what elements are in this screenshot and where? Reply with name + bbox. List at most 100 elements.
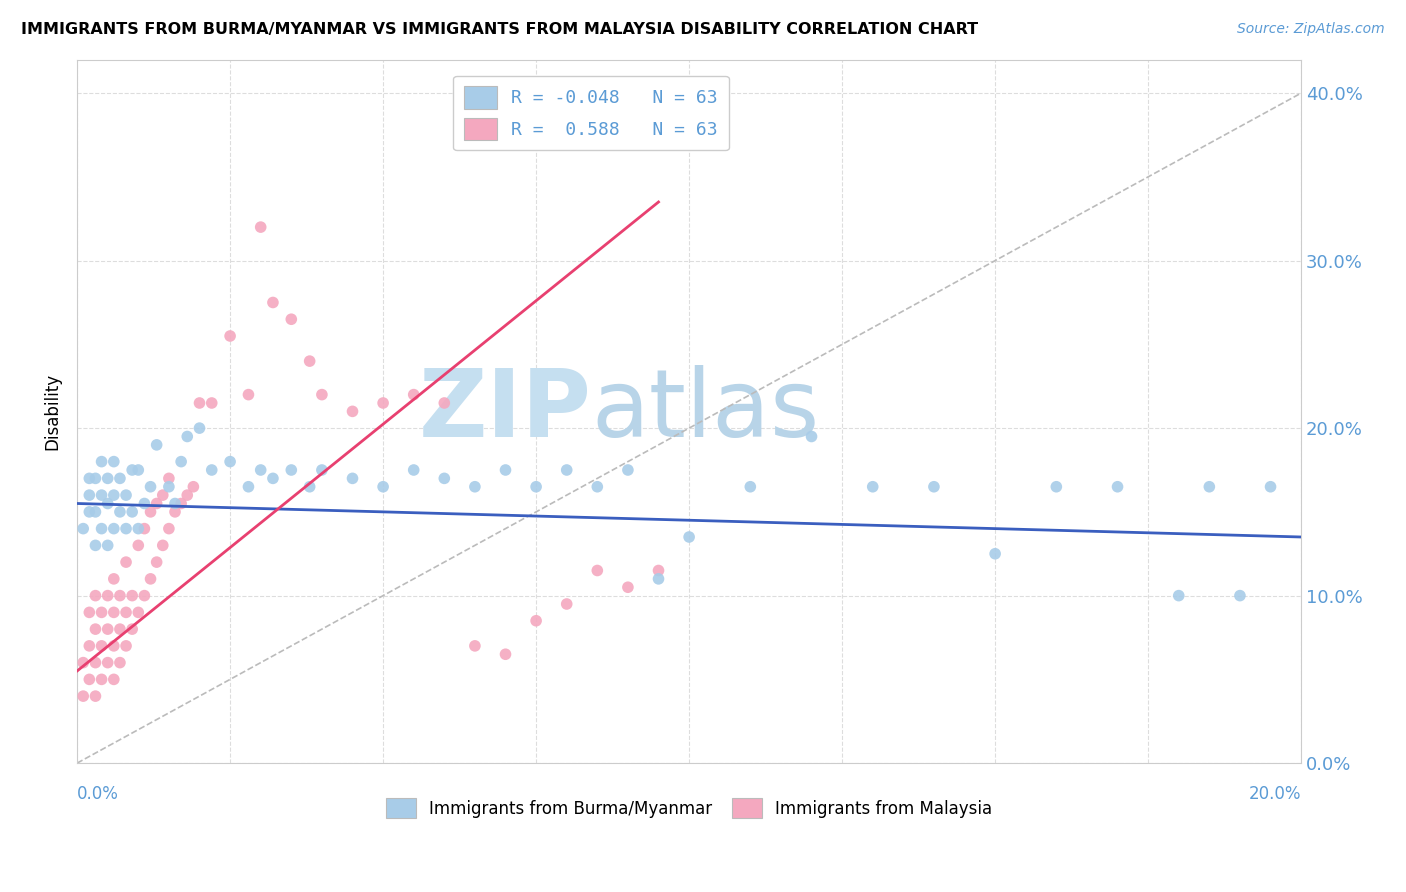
- Point: [298, 354, 321, 368]
- Point: [495, 647, 517, 661]
- Point: [90, 455, 112, 469]
- Point: [108, 656, 131, 670]
- Point: [984, 547, 1007, 561]
- Point: [115, 606, 138, 620]
- Point: [157, 522, 180, 536]
- Point: [79, 606, 101, 620]
- Point: [152, 488, 174, 502]
- Point: [157, 471, 180, 485]
- Point: [280, 312, 302, 326]
- Point: [238, 387, 260, 401]
- Text: 0.0%: 0.0%: [77, 786, 120, 804]
- Point: [90, 673, 112, 687]
- Point: [97, 589, 120, 603]
- Point: [152, 538, 174, 552]
- Point: [72, 656, 94, 670]
- Point: [103, 673, 125, 687]
- Point: [115, 639, 138, 653]
- Point: [90, 488, 112, 502]
- Point: [84, 656, 107, 670]
- Point: [647, 572, 669, 586]
- Point: [524, 614, 547, 628]
- Text: ZIP: ZIP: [419, 366, 591, 458]
- Legend: Immigrants from Burma/Myanmar, Immigrants from Malaysia: Immigrants from Burma/Myanmar, Immigrant…: [380, 791, 1000, 825]
- Point: [108, 471, 131, 485]
- Point: [127, 463, 149, 477]
- Point: [862, 480, 884, 494]
- Point: [108, 589, 131, 603]
- Point: [249, 220, 271, 235]
- Point: [371, 480, 394, 494]
- Point: [127, 522, 149, 536]
- Text: IMMIGRANTS FROM BURMA/MYANMAR VS IMMIGRANTS FROM MALAYSIA DISABILITY CORRELATION: IMMIGRANTS FROM BURMA/MYANMAR VS IMMIGRA…: [21, 22, 979, 37]
- Point: [188, 396, 211, 410]
- Point: [108, 505, 131, 519]
- Point: [84, 589, 107, 603]
- Point: [103, 606, 125, 620]
- Point: [157, 480, 180, 494]
- Point: [1260, 480, 1282, 494]
- Point: [1045, 480, 1067, 494]
- Point: [402, 463, 425, 477]
- Point: [555, 597, 578, 611]
- Point: [72, 689, 94, 703]
- Point: [678, 530, 700, 544]
- Point: [103, 455, 125, 469]
- Point: [108, 622, 131, 636]
- Point: [342, 404, 364, 418]
- Point: [134, 522, 156, 536]
- Point: [79, 639, 101, 653]
- Point: [170, 455, 193, 469]
- Point: [84, 471, 107, 485]
- Point: [176, 488, 198, 502]
- Point: [139, 480, 162, 494]
- Point: [97, 496, 120, 510]
- Point: [342, 471, 364, 485]
- Y-axis label: Disability: Disability: [44, 373, 60, 450]
- Point: [586, 480, 609, 494]
- Point: [188, 421, 211, 435]
- Point: [495, 463, 517, 477]
- Point: [311, 463, 333, 477]
- Text: atlas: atlas: [591, 366, 820, 458]
- Point: [103, 639, 125, 653]
- Point: [433, 396, 456, 410]
- Point: [1167, 589, 1189, 603]
- Point: [79, 673, 101, 687]
- Point: [262, 471, 284, 485]
- Point: [163, 496, 186, 510]
- Point: [72, 522, 94, 536]
- Point: [922, 480, 945, 494]
- Point: [90, 606, 112, 620]
- Point: [371, 396, 394, 410]
- Point: [524, 480, 547, 494]
- Point: [433, 471, 456, 485]
- Point: [115, 488, 138, 502]
- Point: [84, 689, 107, 703]
- Point: [97, 538, 120, 552]
- Point: [145, 555, 167, 569]
- Point: [219, 329, 242, 343]
- Point: [134, 496, 156, 510]
- Point: [121, 589, 143, 603]
- Point: [311, 387, 333, 401]
- Point: [464, 639, 486, 653]
- Point: [84, 622, 107, 636]
- Point: [586, 564, 609, 578]
- Point: [238, 480, 260, 494]
- Point: [115, 522, 138, 536]
- Point: [97, 471, 120, 485]
- Point: [170, 496, 193, 510]
- Point: [90, 522, 112, 536]
- Point: [647, 564, 669, 578]
- Point: [134, 589, 156, 603]
- Point: [176, 429, 198, 443]
- Point: [740, 480, 762, 494]
- Point: [555, 463, 578, 477]
- Point: [617, 580, 640, 594]
- Point: [103, 522, 125, 536]
- Point: [201, 463, 224, 477]
- Point: [121, 505, 143, 519]
- Point: [145, 438, 167, 452]
- Point: [127, 606, 149, 620]
